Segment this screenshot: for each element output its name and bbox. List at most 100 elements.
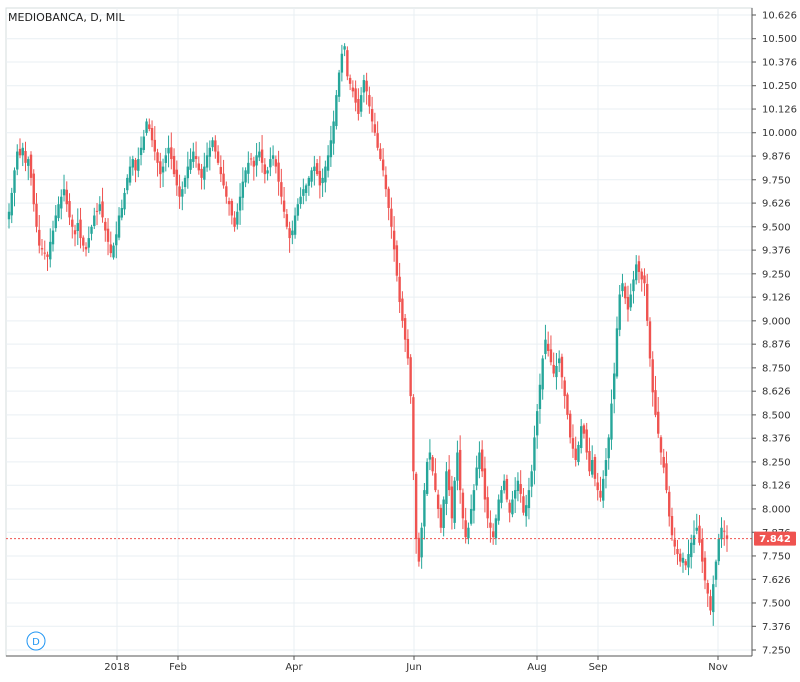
- candle-body: [150, 128, 154, 141]
- candle-body: [417, 537, 421, 562]
- candle-body: [211, 140, 214, 148]
- candle-body: [513, 490, 517, 499]
- candle-body: [599, 490, 602, 498]
- y-tick-label: 7.626: [762, 575, 791, 586]
- candle-body: [134, 159, 137, 171]
- candle-body: [164, 155, 168, 163]
- candle-body: [337, 72, 341, 97]
- candle-body: [414, 473, 418, 540]
- candle-body: [82, 237, 85, 246]
- candle-body: [511, 499, 514, 515]
- y-tick-label: 8.250: [762, 457, 791, 468]
- interval-badge[interactable]: D: [26, 631, 46, 651]
- y-tick-label: 9.750: [762, 175, 791, 186]
- candle-body: [593, 456, 597, 479]
- candle-body: [291, 230, 294, 236]
- y-tick-label: 8.626: [762, 387, 791, 398]
- candle-body: [486, 497, 489, 519]
- candle-body: [428, 452, 432, 460]
- candle-body: [175, 169, 179, 186]
- candle-body: [723, 530, 726, 532]
- candle-body: [249, 158, 253, 160]
- y-tick-label: 7.250: [762, 646, 791, 657]
- x-tick-label: Jun: [405, 662, 422, 673]
- y-tick-label: 10.126: [762, 105, 797, 116]
- candle-body: [607, 437, 610, 459]
- candle-body: [610, 403, 613, 440]
- time-axis[interactable]: 2018 Feb Apr Jun Aug Sep Nov: [6, 655, 752, 673]
- candle-body: [335, 95, 338, 127]
- candle-body: [203, 166, 206, 180]
- y-tick-label: 9.876: [762, 152, 791, 163]
- candle-body: [591, 460, 594, 475]
- candle-body: [395, 245, 399, 276]
- candle-body: [431, 457, 434, 472]
- candle-body: [7, 211, 11, 220]
- candle-body: [489, 522, 492, 528]
- last-price-label: 7.842: [759, 534, 791, 545]
- y-tick-label: 10.500: [762, 34, 797, 45]
- interval-badge-label[interactable]: D: [32, 637, 40, 648]
- candle-body: [29, 154, 33, 178]
- candle-body: [241, 181, 245, 198]
- candle-body: [695, 527, 698, 531]
- candle-body: [679, 553, 682, 562]
- y-tick-label: 9.126: [762, 293, 791, 304]
- candle-body: [35, 203, 38, 227]
- candle-body: [46, 254, 49, 257]
- candle-body: [370, 109, 374, 122]
- candle-body: [362, 80, 366, 93]
- y-tick-label: 8.876: [762, 340, 791, 351]
- price-axis[interactable]: 10.626 10.500 10.376 10.250 10.126 10.000 9.87…: [751, 8, 797, 657]
- candle-body: [208, 147, 212, 157]
- candle-body: [632, 279, 635, 292]
- candle-body: [172, 155, 176, 175]
- candle-body: [618, 294, 621, 330]
- candle-body: [32, 173, 35, 205]
- candle-body: [38, 229, 41, 246]
- candle-body: [527, 490, 531, 509]
- interval-badge-circle[interactable]: [26, 631, 46, 651]
- candle-body: [613, 373, 616, 400]
- candle-body: [552, 364, 555, 374]
- candle-body: [227, 201, 231, 205]
- candle-body: [293, 215, 297, 235]
- candle-body: [159, 161, 162, 175]
- y-tick-label: 10.250: [762, 81, 797, 92]
- candle-body: [406, 338, 410, 359]
- candle-body: [557, 358, 561, 364]
- candle-body: [247, 162, 250, 174]
- candle-body: [351, 87, 355, 92]
- y-tick-label: 9.000: [762, 316, 791, 327]
- candle-body: [51, 230, 55, 245]
- y-tick-label: 10.626: [762, 11, 797, 22]
- candle-body: [307, 177, 311, 186]
- candle-body: [712, 584, 715, 613]
- candle-body: [579, 426, 583, 448]
- y-tick-label: 8.750: [762, 363, 791, 374]
- candle-body: [368, 95, 371, 107]
- candle-body: [456, 452, 459, 481]
- candle-body: [467, 527, 470, 539]
- candle-body: [93, 215, 96, 226]
- candle-body: [346, 50, 349, 77]
- candle-body: [269, 159, 272, 168]
- candle-body: [436, 494, 440, 509]
- candle-body: [588, 451, 591, 472]
- candle-body: [71, 219, 74, 227]
- candle-body: [354, 88, 357, 103]
- candle-body: [434, 473, 437, 491]
- candle-body: [690, 542, 693, 558]
- candle-body: [409, 357, 412, 397]
- candle-body: [483, 468, 487, 500]
- y-tick-label: 8.126: [762, 481, 791, 492]
- candle-body: [318, 170, 322, 186]
- candle-body: [425, 461, 429, 494]
- candle-body: [167, 147, 170, 154]
- candle-body: [238, 196, 242, 211]
- candle-body: [505, 478, 509, 500]
- candle-body: [101, 201, 104, 218]
- candle-body: [379, 148, 382, 160]
- candle-body: [117, 215, 121, 238]
